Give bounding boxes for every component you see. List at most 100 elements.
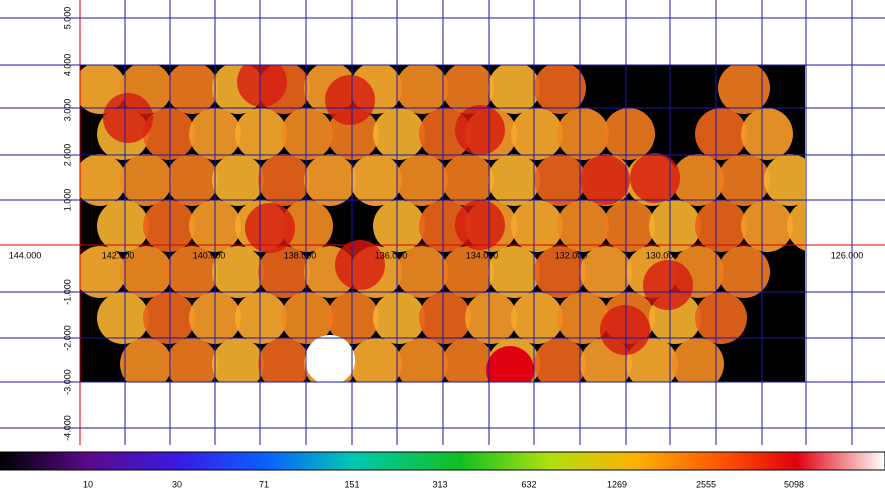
field-circle	[672, 154, 724, 206]
image	[80, 65, 805, 382]
masked-circle	[305, 335, 355, 382]
field-circle	[603, 200, 655, 252]
field-circle	[603, 108, 655, 160]
x-tick-label: 144.000	[9, 250, 42, 260]
field-circle	[97, 200, 149, 252]
colorbar-label: 10	[83, 479, 93, 489]
bright-circle	[630, 153, 680, 203]
field-circle	[488, 65, 540, 114]
x-tick-label: 132.000	[555, 250, 588, 260]
bright-circle	[600, 305, 650, 355]
field-circle	[557, 200, 609, 252]
field-circle	[281, 108, 333, 160]
bright-circle	[455, 105, 505, 155]
field-circle	[80, 154, 126, 206]
field-circle	[258, 246, 310, 298]
field-circle	[97, 292, 149, 344]
y-tick-label: -4.000	[62, 415, 72, 441]
field-circle	[442, 154, 494, 206]
field-circle	[764, 154, 805, 206]
field-circle	[442, 246, 494, 298]
colorbar-label: 5098	[784, 479, 804, 489]
field-circle	[419, 292, 471, 344]
field-circle	[718, 154, 770, 206]
field-circle	[580, 246, 632, 298]
field-circle	[120, 154, 172, 206]
field-circle	[396, 338, 448, 382]
bright-circle	[245, 203, 295, 253]
bright-circle	[237, 65, 287, 107]
field-circle	[327, 292, 379, 344]
x-tick-label: 136.000	[375, 250, 408, 260]
colorbar	[0, 451, 885, 471]
y-tick-label: 5.000	[62, 7, 72, 30]
field-circle	[120, 246, 172, 298]
field-circle	[741, 108, 793, 160]
field-circle	[557, 292, 609, 344]
field-circle	[465, 292, 517, 344]
field-circle	[212, 338, 264, 382]
field-circle	[350, 338, 402, 382]
bright-circle	[486, 346, 534, 382]
bright-circle	[325, 75, 375, 125]
field-circle	[488, 246, 540, 298]
field-circle	[350, 154, 402, 206]
x-tick-label: 126.000	[831, 250, 864, 260]
bright-circle	[335, 240, 385, 290]
field-circle	[281, 292, 333, 344]
field-circle	[396, 65, 448, 114]
x-tick-label: 134.000	[466, 250, 499, 260]
y-tick-label: -3.000	[62, 369, 72, 395]
field-circle	[166, 65, 218, 114]
y-tick-label: -2.000	[62, 325, 72, 351]
field-circle	[396, 246, 448, 298]
colorbar-label: 1269	[607, 479, 627, 489]
colorbar-label: 313	[432, 479, 447, 489]
y-tick-label: 4.000	[62, 54, 72, 77]
field-circle	[718, 246, 770, 298]
field-circle	[120, 338, 172, 382]
colorbar-label: 632	[521, 479, 536, 489]
field-circle	[419, 200, 471, 252]
bright-circle	[643, 260, 693, 310]
field-circle	[511, 292, 563, 344]
field-circle	[258, 338, 310, 382]
field-circle	[787, 201, 805, 251]
x-tick-label: 138.000	[284, 250, 317, 260]
y-tick-label: -1.000	[62, 279, 72, 305]
field-circle	[143, 292, 195, 344]
field-circle	[281, 200, 333, 252]
field-circle	[557, 108, 609, 160]
field-circle	[166, 246, 218, 298]
field-circle	[511, 108, 563, 160]
field-circle	[166, 154, 218, 206]
field-circle	[718, 65, 770, 114]
field-circle	[741, 200, 793, 252]
x-tick-label: 142.000	[102, 250, 135, 260]
coordinate-grid	[0, 0, 885, 445]
field-circle	[396, 154, 448, 206]
field-circle	[649, 200, 701, 252]
field-circle	[166, 338, 218, 382]
field-circle	[488, 154, 540, 206]
field-circle	[534, 154, 586, 206]
field-circle	[442, 65, 494, 114]
field-circle	[212, 154, 264, 206]
field-circle	[258, 154, 310, 206]
field-circle	[534, 246, 586, 298]
field-circle	[80, 246, 126, 298]
field-circle	[672, 338, 724, 382]
field-circle	[534, 338, 586, 382]
field-circle	[695, 200, 747, 252]
field-circle	[695, 292, 747, 344]
field-circle	[695, 108, 747, 160]
field-circle	[442, 338, 494, 382]
x-tick-label: 130.000	[646, 250, 679, 260]
x-tick-label: 140.000	[193, 250, 226, 260]
colorbar-label: 30	[172, 479, 182, 489]
labels: 144.000 142.000 140.000 138.000 136.000 134.0…	[9, 7, 864, 490]
y-tick-label: 3.000	[62, 99, 72, 122]
field-circle	[212, 246, 264, 298]
